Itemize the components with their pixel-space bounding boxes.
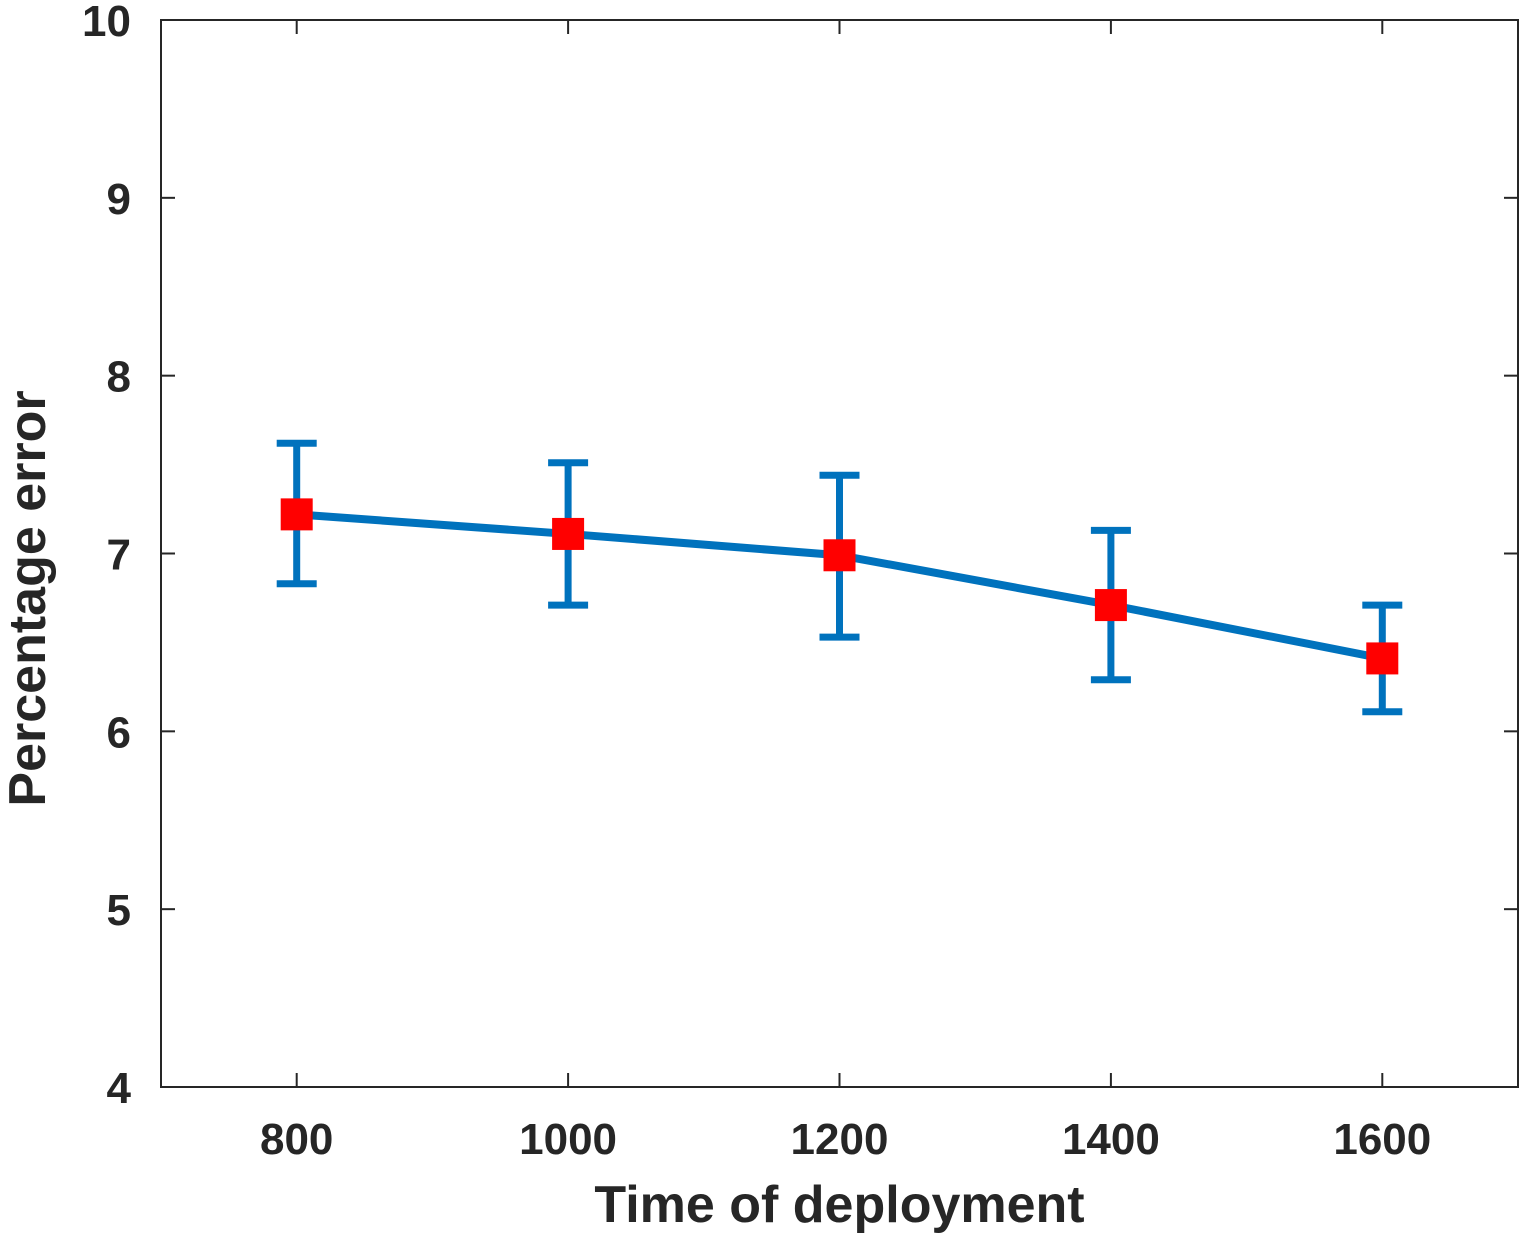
- y-tick-label-7: 7: [107, 531, 131, 580]
- x-tick-label-1200: 1200: [791, 1115, 889, 1164]
- x-tick-label-1600: 1600: [1333, 1115, 1431, 1164]
- series-layer: [276, 439, 1403, 716]
- y-axis-label: Percentage error: [0, 390, 57, 806]
- x-tick-label-1400: 1400: [1062, 1115, 1160, 1164]
- data-point-800: [280, 498, 313, 531]
- y-tick-label-6: 6: [107, 708, 131, 757]
- y-tick-label-8: 8: [107, 353, 131, 402]
- y-tick-label-5: 5: [107, 886, 131, 935]
- x-axis-label: Time of deployment: [594, 1176, 1084, 1234]
- data-point-1200: [823, 539, 856, 572]
- data-point-1600: [1366, 642, 1399, 675]
- x-tick-label-1000: 1000: [519, 1115, 617, 1164]
- y-tick-label-4: 4: [107, 1064, 132, 1113]
- data-point-1400: [1094, 589, 1127, 622]
- axes: 800 1000 1200 1400 1600 4 5 6 7 8 9 10: [82, 0, 1519, 1164]
- y-tick-label-9: 9: [107, 175, 131, 224]
- x-tick-label-800: 800: [260, 1115, 333, 1164]
- data-point-1000: [552, 517, 585, 550]
- y-tick-label-10: 10: [82, 0, 131, 46]
